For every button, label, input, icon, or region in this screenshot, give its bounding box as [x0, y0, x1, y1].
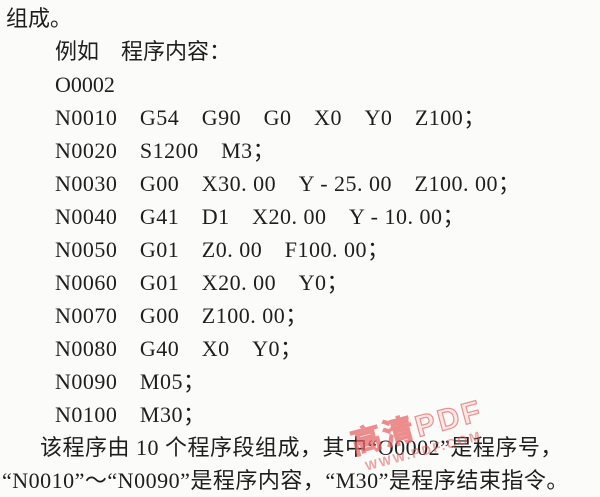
- code-line: N0050 G01 Z0. 00 F100. 00；: [55, 237, 390, 262]
- intro-text: 组成。: [6, 6, 73, 31]
- code-line: N0070 G00 Z100. 00；: [55, 303, 308, 328]
- code-line: N0040 G41 D1 X20. 00 Y - 10. 00；: [55, 204, 465, 229]
- code-line: N0080 G40 X0 Y0；: [55, 336, 303, 361]
- code-line: N0030 G00 X30. 00 Y - 25. 00 Z100. 00；: [55, 171, 521, 196]
- code-line: N0020 S1200 M3；: [55, 138, 276, 163]
- example-heading: 例如 程序内容：: [55, 39, 232, 64]
- code-line: N0100 M30；: [55, 402, 206, 427]
- code-line: N0090 M05；: [55, 369, 206, 394]
- program-number-line: O0002: [55, 72, 115, 97]
- code-line: N0060 G01 X20. 00 Y0；: [55, 270, 350, 295]
- code-line: N0010 G54 G90 G0 X0 Y0 Z100；: [55, 105, 486, 130]
- closing-paragraph-line-1: 该程序由 10 个程序段组成，其中“O0002”是程序号，: [40, 435, 563, 460]
- closing-paragraph-line-2: “N0010”～“N0090”是程序内容，“M30”是程序结束指令。: [2, 468, 569, 493]
